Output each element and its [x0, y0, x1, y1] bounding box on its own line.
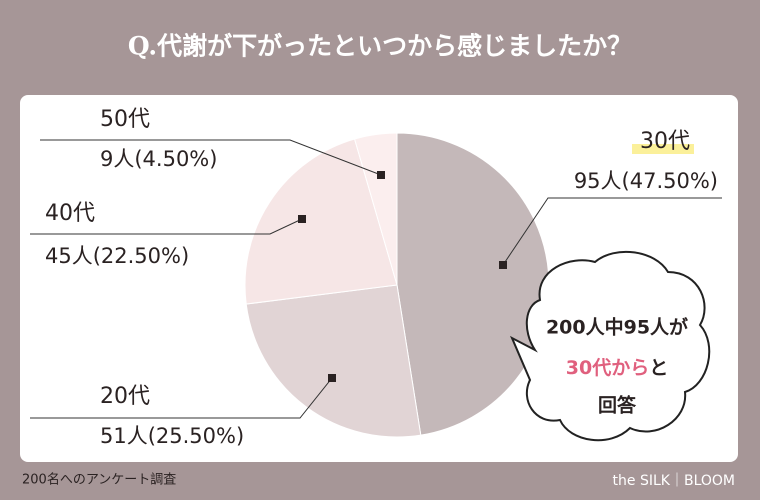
bubble-line: 回答	[598, 394, 637, 417]
category-label: 40代	[45, 201, 95, 226]
bubble-text: と	[649, 357, 668, 379]
leader-marker	[377, 171, 385, 179]
bubble-highlight: 30代から	[566, 357, 649, 379]
value-label: 45人(22.50%)	[45, 244, 189, 268]
pie-slice	[353, 132, 398, 286]
footnote: 200名へのアンケート調査	[22, 472, 176, 488]
category-label: 30代	[640, 129, 690, 154]
leader-line	[30, 218, 303, 235]
bubble-line: 30代からと	[566, 357, 668, 379]
pie-slice	[245, 284, 422, 438]
pie-slice	[244, 138, 398, 305]
value-label: 95人(47.50%)	[574, 169, 718, 193]
leader-marker	[499, 261, 507, 269]
leader-marker	[298, 215, 306, 223]
leader-line	[30, 377, 333, 419]
bubble-shape	[509, 250, 711, 442]
bubble-line: 200人中95人が	[546, 316, 688, 339]
category-label: 20代	[100, 384, 150, 409]
speech-bubble: 200人中95人が 30代からと 回答	[509, 250, 711, 442]
chart-title: Q.代謝が下がったといつから感じましたか？	[128, 32, 632, 61]
category-label: 50代	[100, 107, 150, 132]
value-label: 9人(4.50%)	[100, 147, 217, 171]
pie	[244, 132, 550, 438]
leader-line	[502, 197, 722, 266]
leader-line	[40, 139, 382, 176]
label-highlight	[632, 144, 694, 154]
brand: the SILK｜BLOOM	[613, 473, 735, 489]
leader-marker	[328, 374, 336, 382]
labels: 30代 95人(47.50%) 20代 51人(25.50%) 40代 45人(22.50…	[30, 107, 722, 448]
value-label: 51人(25.50%)	[100, 424, 244, 448]
